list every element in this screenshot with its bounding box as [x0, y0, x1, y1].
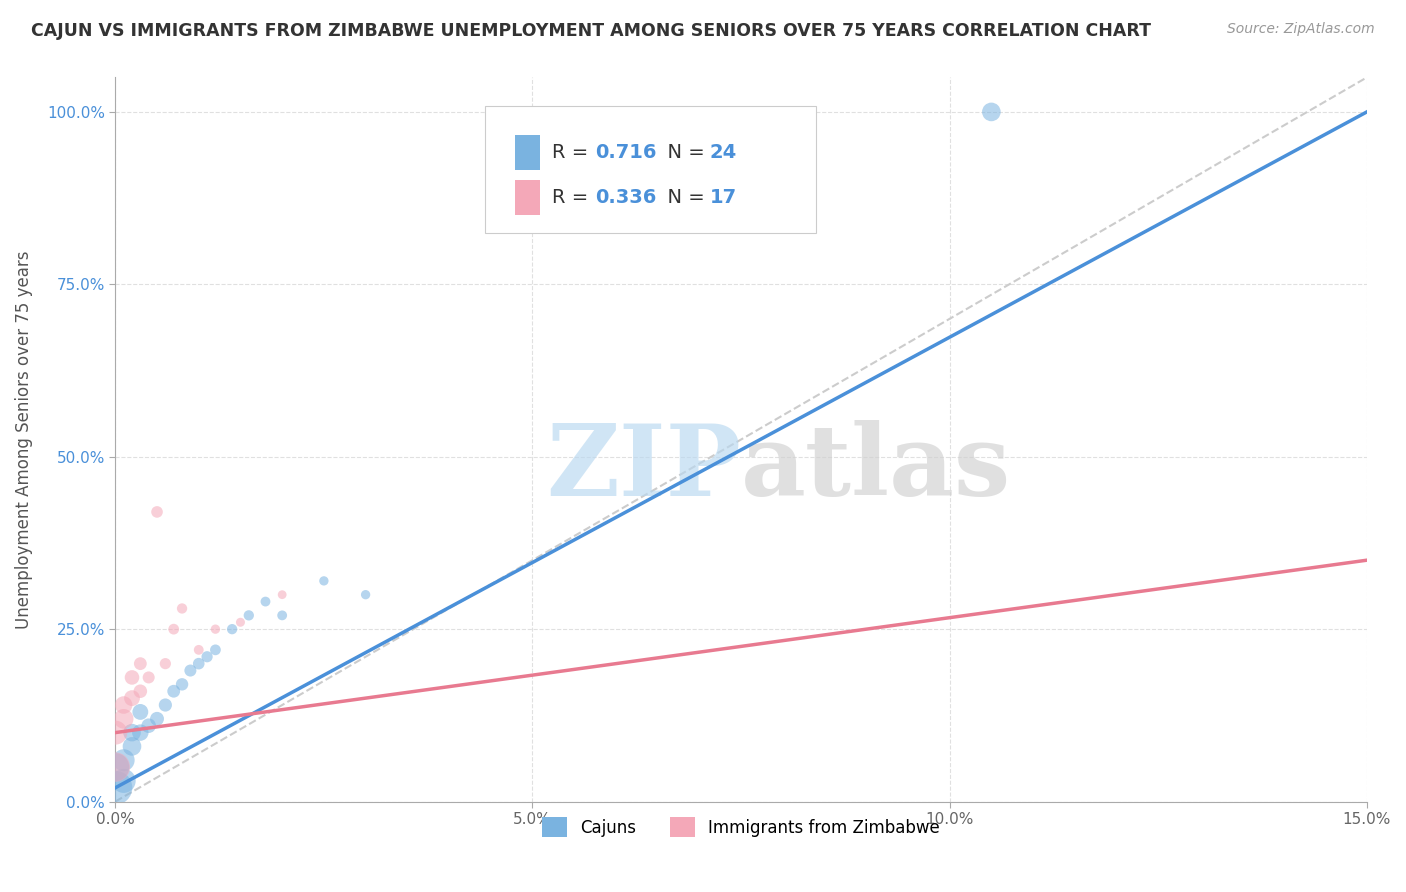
Point: [138, 719, 160, 733]
Point: [221, 622, 243, 636]
Point: [980, 104, 1002, 119]
Point: [112, 773, 135, 788]
Point: [104, 780, 127, 795]
Point: [129, 725, 152, 739]
Text: CAJUN VS IMMIGRANTS FROM ZIMBABWE UNEMPLOYMENT AMONG SENIORS OVER 75 YEARS CORRE: CAJUN VS IMMIGRANTS FROM ZIMBABWE UNEMPL…: [31, 22, 1152, 40]
FancyBboxPatch shape: [515, 136, 540, 170]
Point: [204, 643, 226, 657]
Point: [146, 505, 169, 519]
Text: 0.716: 0.716: [595, 144, 657, 162]
Point: [155, 698, 177, 712]
Point: [104, 760, 127, 774]
Point: [112, 698, 135, 712]
Text: atlas: atlas: [741, 420, 1011, 517]
Point: [129, 705, 152, 719]
Point: [121, 691, 143, 706]
Point: [187, 657, 209, 671]
Text: 0.336: 0.336: [595, 188, 657, 207]
Point: [146, 712, 169, 726]
Point: [271, 608, 294, 623]
Point: [170, 601, 193, 615]
Y-axis label: Unemployment Among Seniors over 75 years: Unemployment Among Seniors over 75 years: [15, 251, 32, 629]
Point: [229, 615, 252, 630]
Point: [195, 649, 218, 664]
Point: [121, 670, 143, 684]
FancyBboxPatch shape: [485, 106, 815, 233]
Text: R =: R =: [553, 188, 595, 207]
Point: [354, 588, 377, 602]
Point: [121, 725, 143, 739]
Point: [204, 622, 226, 636]
Point: [187, 643, 209, 657]
Legend: Cajuns, Immigrants from Zimbabwe: Cajuns, Immigrants from Zimbabwe: [536, 810, 946, 844]
Text: N =: N =: [655, 188, 710, 207]
Point: [163, 622, 186, 636]
Point: [104, 760, 127, 774]
Point: [271, 588, 294, 602]
Point: [112, 753, 135, 767]
Point: [121, 739, 143, 754]
Point: [170, 677, 193, 691]
Text: R =: R =: [553, 144, 595, 162]
Point: [312, 574, 335, 588]
Text: ZIP: ZIP: [546, 420, 741, 517]
Point: [104, 725, 127, 739]
Point: [163, 684, 186, 698]
Text: Source: ZipAtlas.com: Source: ZipAtlas.com: [1227, 22, 1375, 37]
Point: [138, 670, 160, 684]
Point: [254, 594, 277, 608]
Point: [129, 657, 152, 671]
Text: 17: 17: [710, 188, 737, 207]
Point: [129, 684, 152, 698]
FancyBboxPatch shape: [515, 180, 540, 215]
Point: [179, 664, 201, 678]
Text: N =: N =: [655, 144, 710, 162]
Point: [112, 712, 135, 726]
Point: [238, 608, 260, 623]
Text: 24: 24: [710, 144, 737, 162]
Point: [155, 657, 177, 671]
